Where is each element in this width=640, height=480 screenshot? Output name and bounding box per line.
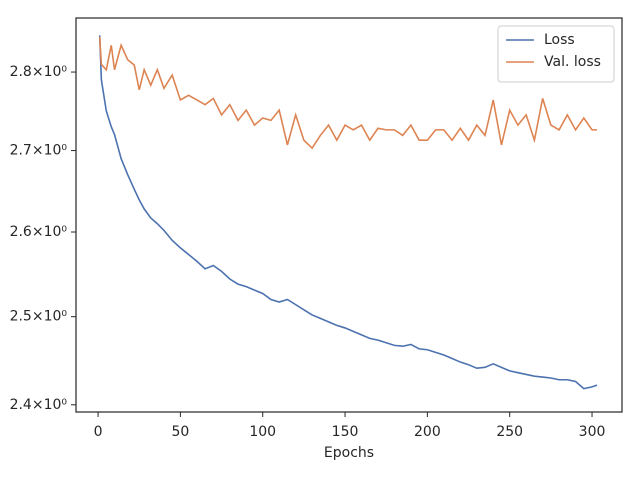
x-tick-label: 250 (496, 424, 523, 440)
legend-label: Loss (544, 32, 575, 48)
y-tick-label: 2.8×10⁰ (10, 64, 68, 80)
y-tick-label: 2.6×10⁰ (10, 224, 68, 240)
x-tick-label: 200 (414, 424, 441, 440)
x-tick-label: 100 (249, 424, 276, 440)
y-tick-label: 2.4×10⁰ (10, 397, 68, 413)
y-tick-label: 2.7×10⁰ (10, 143, 68, 159)
x-tick-label: 300 (579, 424, 606, 440)
data-line (98, 35, 598, 390)
x-tick-label: 0 (94, 424, 103, 440)
x-tick-label: 50 (171, 424, 189, 440)
data-line (98, 36, 597, 150)
x-axis-label: Epochs (324, 445, 374, 461)
x-tick-label: 150 (332, 424, 359, 440)
plot-frame (75, 17, 623, 413)
y-tick-label: 2.5×10⁰ (10, 309, 68, 325)
legend-label: Val. loss (544, 54, 601, 70)
